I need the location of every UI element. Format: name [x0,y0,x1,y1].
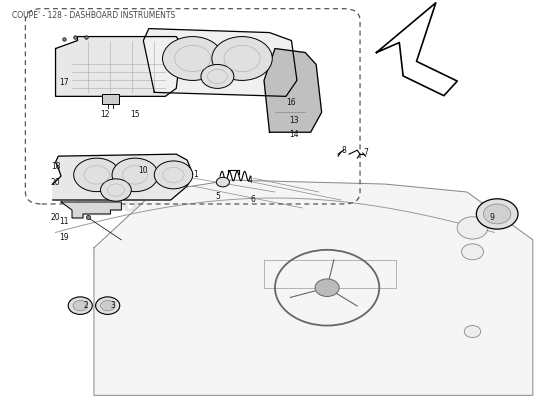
Circle shape [112,158,158,192]
Circle shape [461,244,483,260]
Text: 12: 12 [100,110,109,119]
Circle shape [73,300,87,311]
Text: 18: 18 [51,162,60,171]
Polygon shape [264,48,322,132]
Polygon shape [61,202,122,218]
Polygon shape [94,180,533,395]
Circle shape [315,279,339,296]
Circle shape [216,177,229,187]
Text: eurospares: eurospares [74,51,234,94]
Text: 15: 15 [130,110,140,119]
Text: 3: 3 [111,301,116,310]
Text: 20: 20 [51,178,60,186]
Text: 6: 6 [251,196,256,204]
Text: 2: 2 [84,301,88,310]
Text: 13: 13 [289,116,299,125]
Text: 9: 9 [490,214,494,222]
Text: 4: 4 [248,176,253,184]
Circle shape [476,199,518,229]
Polygon shape [377,3,457,96]
Circle shape [464,326,481,338]
Text: COUPE' - 128 - DASHBOARD INSTRUMENTS: COUPE' - 128 - DASHBOARD INSTRUMENTS [12,11,175,20]
Circle shape [212,36,272,80]
Text: 14: 14 [289,130,299,139]
Text: eurospares: eurospares [74,186,234,230]
Circle shape [163,36,223,80]
Circle shape [201,64,234,88]
Circle shape [483,204,511,224]
Polygon shape [144,28,297,96]
Text: 17: 17 [59,78,69,87]
Text: eurospares: eurospares [286,293,428,330]
Text: 16: 16 [287,98,296,107]
Circle shape [68,297,92,314]
Polygon shape [56,36,182,96]
Text: 8: 8 [341,146,346,155]
Circle shape [96,297,120,314]
Text: 1: 1 [193,170,198,178]
Text: 5: 5 [215,192,220,200]
Text: 7: 7 [363,148,368,157]
Text: 20: 20 [51,214,60,222]
Text: 10: 10 [139,166,148,175]
Text: 19: 19 [59,233,69,242]
Circle shape [74,158,120,192]
Text: 11: 11 [59,218,69,226]
Circle shape [101,179,131,201]
Polygon shape [53,154,192,200]
Circle shape [155,161,192,189]
Circle shape [457,217,488,239]
Bar [102,94,119,104]
Circle shape [101,300,115,311]
